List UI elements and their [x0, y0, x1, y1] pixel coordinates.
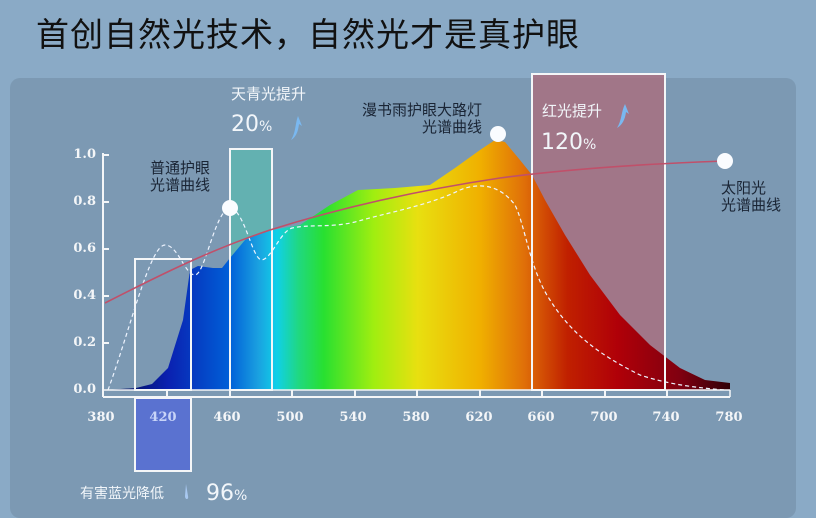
normal-curve-label: 普通护眼 光谱曲线: [150, 159, 211, 195]
x-tick: 500: [276, 410, 304, 425]
x-tick: 420: [149, 410, 177, 425]
y-tick: 0.2: [73, 335, 96, 350]
x-tick: 740: [652, 410, 680, 425]
product-spectrum-area: [105, 140, 730, 390]
y-tick: 0.6: [73, 241, 96, 256]
y-tick: 1.0: [73, 147, 96, 162]
x-tick: 780: [715, 410, 743, 425]
arrow-up-icon: [617, 104, 629, 128]
cyan-boost-label: 天青光提升: [231, 85, 307, 103]
blue-reduce-value: 96%: [206, 481, 248, 506]
x-tick: 700: [590, 410, 618, 425]
red-boost-label: 红光提升: [542, 102, 603, 120]
page-headline: 首创自然光技术，自然光才是真护眼: [36, 15, 580, 54]
y-tick: 0.0: [73, 382, 96, 397]
sun-curve-label: 太阳光 光谱曲线: [721, 179, 782, 215]
normal-spectrum-curve: [107, 185, 726, 391]
x-tick: 540: [339, 410, 367, 425]
normal-curve-marker: [222, 200, 238, 216]
x-tick: 380: [87, 410, 115, 425]
blue-reduce-label: 有害蓝光降低: [80, 486, 164, 502]
x-tick: 620: [465, 410, 493, 425]
y-tick: 0.8: [73, 194, 96, 209]
red-boost-value: 120%: [541, 130, 597, 155]
product-curve-marker: [490, 126, 506, 142]
x-tick: 460: [213, 410, 241, 425]
x-tick: 580: [402, 410, 430, 425]
arrow-down-icon: [185, 484, 189, 499]
x-tick: 660: [527, 410, 555, 425]
product-curve-label: 漫书雨护眼大路灯 光谱曲线: [361, 101, 482, 137]
arrow-up-icon: [291, 116, 302, 140]
cyan-boost-value: 20%: [231, 112, 273, 137]
sun-curve-marker: [717, 153, 733, 169]
y-tick: 0.4: [73, 288, 96, 303]
sun-spectrum-curve: [104, 160, 726, 304]
